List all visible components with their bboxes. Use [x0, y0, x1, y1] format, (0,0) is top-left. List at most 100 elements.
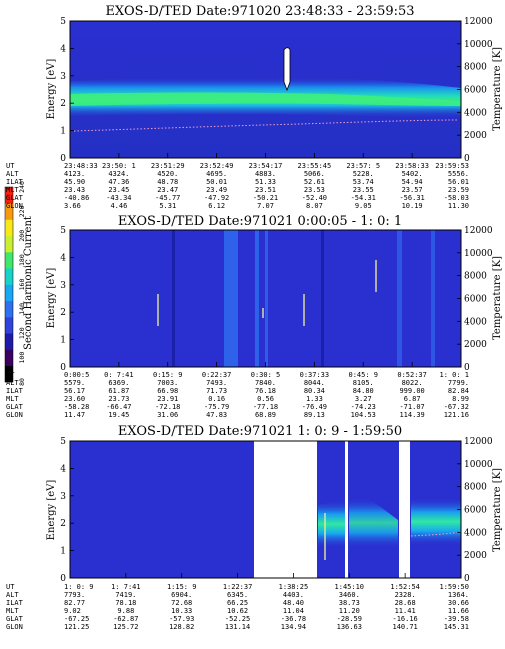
table-cell: -45.77: [155, 194, 180, 202]
table-cell: 45.90: [64, 178, 85, 186]
table-cell: 11.66: [448, 607, 469, 615]
table-cell: -47.92: [204, 194, 229, 202]
panel-2-bright-stripe: [397, 230, 402, 367]
panel-2-y2label: Temperature [K]: [492, 256, 503, 340]
table-row-label: GLON: [6, 202, 23, 210]
y2-tick-label: 12000: [464, 437, 493, 447]
colorbar-tick-label: 120: [18, 327, 26, 339]
table-cell: 1.33: [306, 395, 323, 403]
table-row-label: ALT: [6, 170, 19, 178]
panel-2-dark-stripe: [321, 230, 324, 367]
table-cell: 84.80: [353, 387, 374, 395]
table-cell: -67.32: [444, 403, 469, 411]
table-cell: 71.73: [206, 387, 227, 395]
table-cell: 23:55:45: [298, 162, 332, 170]
table-cell: 5402.: [402, 170, 423, 178]
table-cell: 5228.: [353, 170, 374, 178]
table-cell: 48.40: [283, 599, 304, 607]
table-cell: -67.25: [64, 615, 89, 623]
table-cell: 0:52:37: [397, 371, 427, 379]
table-cell: 4.46: [110, 202, 127, 210]
table-cell: 23:51:29: [151, 162, 185, 170]
panel-2-dark-stripe: [172, 230, 175, 367]
colorbar-swatch: [5, 235, 13, 253]
table-cell: 23.51: [255, 186, 276, 194]
table-cell: 23.91: [157, 395, 178, 403]
table-cell: 23.57: [402, 186, 423, 194]
colorbar-label: Second Harmonic Current: [23, 216, 34, 350]
table-cell: 0.16: [208, 395, 225, 403]
table-row-label: ALT: [6, 379, 19, 387]
table-cell: 1: 0: 1: [439, 371, 469, 379]
table-cell: 82.84: [448, 387, 469, 395]
table-cell: 10.62: [227, 607, 248, 615]
table-cell: 6.12: [208, 202, 225, 210]
table-cell: -28.59: [337, 615, 362, 623]
table-cell: 23:59:53: [435, 162, 469, 170]
panel-3-energy-band: [411, 497, 461, 546]
y-tick-label: 4: [60, 44, 66, 54]
table-cell: 121.25: [64, 623, 89, 631]
table-cell: 11.04: [283, 607, 304, 615]
panel-3-energy-band: [349, 497, 398, 548]
table-row-label: GLON: [6, 411, 23, 419]
table-cell: -36.78: [281, 615, 306, 623]
y2-tick-label: 6000: [464, 295, 487, 305]
panel-3-gap: [345, 441, 348, 578]
colorbar-tick-label: 200: [18, 230, 26, 242]
panel-1-ephemeris-table: UTALTILATMLTGLATGLON23:48:334123.45.9023…: [6, 162, 469, 210]
table-cell: 66.25: [227, 599, 248, 607]
table-cell: 1:38:25: [279, 583, 309, 591]
table-cell: 11.41: [395, 607, 416, 615]
table-cell: 134.94: [281, 623, 306, 631]
y-tick-label: 3: [60, 72, 66, 82]
table-cell: 7.07: [257, 202, 274, 210]
table-row-label: GLON: [6, 623, 23, 631]
table-cell: 78.18: [115, 599, 136, 607]
y-tick-label: 5: [60, 226, 66, 236]
table-cell: 23.53: [304, 186, 325, 194]
panel-1-ylabel: Energy [eV]: [46, 59, 57, 120]
table-cell: 6369.: [108, 379, 129, 387]
y-tick-label: 0: [60, 154, 66, 164]
y2-tick-label: 0: [464, 363, 470, 373]
table-cell: 23:48:33: [64, 162, 98, 170]
y-tick-label: 5: [60, 17, 66, 27]
table-cell: -77.18: [253, 403, 278, 411]
y2-tick-label: 2000: [464, 340, 487, 350]
table-row-label: GLAT: [6, 403, 24, 411]
table-cell: 11.47: [64, 411, 85, 419]
table-cell: 5556.: [448, 170, 469, 178]
table-cell: 23:52:49: [200, 162, 234, 170]
table-cell: 76.18: [255, 387, 276, 395]
table-row-label: GLAT: [6, 615, 24, 623]
panel-2-ylabel: Energy [eV]: [46, 268, 57, 329]
table-cell: -71.07: [399, 403, 424, 411]
table-cell: 23.60: [64, 395, 85, 403]
colorbar-swatch: [5, 317, 13, 334]
table-cell: 80.34: [304, 387, 325, 395]
y-tick-label: 1: [60, 336, 66, 346]
table-cell: -75.79: [204, 403, 229, 411]
table-cell: 47.83: [206, 411, 227, 419]
table-cell: 23.49: [206, 186, 227, 194]
panel-3-energy-band: [318, 500, 345, 548]
y2-tick-label: 4000: [464, 528, 487, 538]
colorbar-swatch: [5, 349, 13, 367]
y2-tick-label: 8000: [464, 272, 487, 282]
table-cell: 53.74: [353, 178, 374, 186]
colorbar-swatch: [5, 365, 13, 383]
colorbar-swatch: [5, 333, 13, 350]
panel-1-title: EXOS-D/TED Date:971020 23:48:33 - 23:59:…: [105, 4, 414, 19]
table-cell: 47.36: [108, 178, 129, 186]
table-cell: 8.99: [452, 395, 469, 403]
table-cell: -72.18: [155, 403, 180, 411]
table-cell: -39.58: [444, 615, 469, 623]
table-row-label: ILAT: [6, 178, 24, 186]
table-cell: 56.01: [448, 178, 469, 186]
y2-tick-label: 8000: [464, 483, 487, 493]
table-cell: 89.13: [304, 411, 325, 419]
colorbar-tick-label: 160: [18, 279, 26, 291]
colorbar-tick-label: 220: [18, 205, 26, 217]
table-cell: 131.14: [225, 623, 250, 631]
